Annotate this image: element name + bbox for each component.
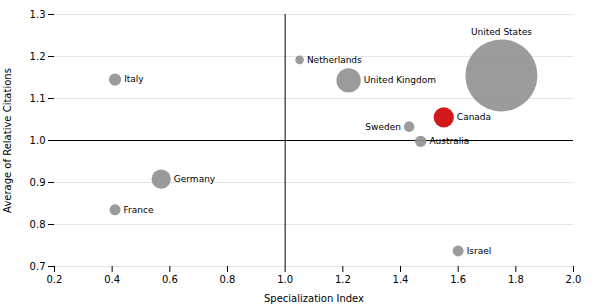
svg-text:Italy: Italy (124, 74, 144, 84)
svg-text:United States: United States (471, 27, 532, 37)
svg-text:1.2: 1.2 (335, 274, 351, 285)
svg-text:0.8: 0.8 (30, 219, 46, 230)
svg-text:0.8: 0.8 (220, 274, 236, 285)
svg-text:Average of Relative Citations: Average of Relative Citations (2, 68, 13, 213)
svg-text:1.2: 1.2 (30, 51, 46, 62)
svg-text:Sweden: Sweden (365, 122, 401, 132)
svg-text:1.1: 1.1 (30, 93, 46, 104)
svg-text:0.6: 0.6 (162, 274, 178, 285)
svg-text:1.3: 1.3 (30, 9, 46, 20)
svg-text:United Kingdom: United Kingdom (364, 75, 436, 85)
svg-text:Canada: Canada (457, 112, 491, 122)
svg-text:Germany: Germany (174, 174, 216, 184)
svg-text:0.2: 0.2 (47, 274, 63, 285)
svg-text:France: France (124, 205, 154, 215)
svg-text:Australia: Australia (429, 136, 469, 146)
svg-text:Netherlands: Netherlands (307, 55, 362, 65)
svg-text:2.0: 2.0 (566, 274, 582, 285)
svg-text:Specialization Index: Specialization Index (264, 293, 364, 304)
svg-text:Israel: Israel (467, 246, 492, 256)
svg-text:1.0: 1.0 (30, 135, 46, 146)
svg-text:0.4: 0.4 (104, 274, 120, 285)
svg-text:0.7: 0.7 (30, 261, 46, 272)
svg-text:1.8: 1.8 (508, 274, 524, 285)
svg-text:1.0: 1.0 (277, 274, 293, 285)
svg-text:0.9: 0.9 (30, 177, 46, 188)
svg-text:1.6: 1.6 (450, 274, 466, 285)
svg-text:1.4: 1.4 (393, 274, 409, 285)
